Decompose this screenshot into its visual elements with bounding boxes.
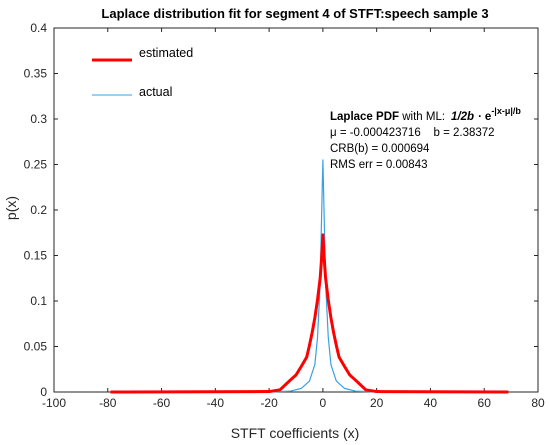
legend-label-actual: actual xyxy=(139,85,172,99)
y-tick-label: 0 xyxy=(40,385,47,399)
annotation-formula-coefficient: 1/2b xyxy=(451,111,474,123)
y-tick-label: 0.35 xyxy=(24,67,48,81)
legend-label-estimated: estimated xyxy=(139,46,193,60)
legend: estimated actual xyxy=(92,46,193,99)
series-layer xyxy=(110,159,509,394)
series-line-estimated xyxy=(110,233,509,394)
annotation-line-3: CRB(b) = 0.000694 xyxy=(330,143,430,155)
y-tick-label: 0.05 xyxy=(24,340,48,354)
x-tick-label: -60 xyxy=(153,396,171,410)
y-tick-label: 0.15 xyxy=(24,249,48,263)
x-tick-label: 80 xyxy=(531,396,545,410)
y-tick-label: 0.2 xyxy=(30,203,47,217)
x-tick-label: -80 xyxy=(99,396,117,410)
annotation-ml-label: with ML: xyxy=(399,111,445,123)
x-tick-label: 0 xyxy=(320,396,327,410)
annotation-line-1: Laplace PDF with ML: 1/2b · e-|x-μ|/b xyxy=(330,106,521,123)
annotation-formula-exponent: -|x-μ|/b xyxy=(491,106,521,116)
x-tick-label: -40 xyxy=(207,396,225,410)
x-axis-ticks: -100 -80 -60 -40 -20 0 20 40 60 80 xyxy=(42,28,545,410)
annotation-formula-dot: · xyxy=(478,111,482,123)
y-tick-label: 0.4 xyxy=(30,21,47,35)
fit-annotation: Laplace PDF with ML: 1/2b · e-|x-μ|/b μ = -… xyxy=(330,106,521,171)
x-tick-label: 40 xyxy=(424,396,438,410)
series-line-actual xyxy=(110,159,509,393)
x-tick-label: -100 xyxy=(42,396,66,410)
y-axis-ticks: 0 0.05 0.1 0.15 0.2 0.25 0.3 0.35 0.4 xyxy=(24,21,538,399)
chart-title: Laplace distribution fit for segment 4 o… xyxy=(101,6,488,21)
annotation-pdf-label: Laplace PDF xyxy=(330,111,399,123)
annotation-line-4: RMS err = 0.00843 xyxy=(330,159,427,171)
x-tick-label: 60 xyxy=(478,396,492,410)
annotation-line-2: μ = -0.000423716 b = 2.38372 xyxy=(330,127,495,139)
y-tick-label: 0.1 xyxy=(30,294,47,308)
x-tick-label: -20 xyxy=(260,396,278,410)
x-tick-label: 20 xyxy=(370,396,384,410)
y-tick-label: 0.25 xyxy=(24,158,48,172)
y-tick-label: 0.3 xyxy=(30,112,47,126)
x-axis-label: STFT coefficients (x) xyxy=(231,425,360,441)
y-axis-label: p(x) xyxy=(3,196,19,220)
plot-frame xyxy=(53,27,539,393)
annotation-formula-e: e xyxy=(485,111,491,123)
